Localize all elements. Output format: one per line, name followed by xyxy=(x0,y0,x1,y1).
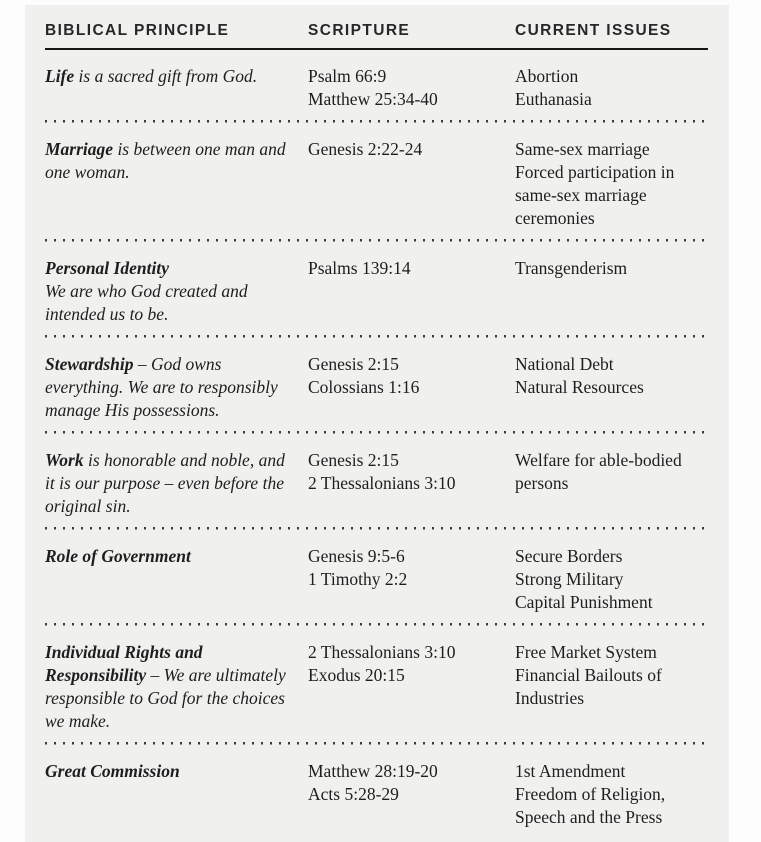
column-header-scripture: SCRIPTURE xyxy=(308,22,411,39)
table-row: Life is a sacred gift from God. Psalm 66:… xyxy=(45,50,708,120)
issue-item: Secure Borders xyxy=(515,546,623,566)
scripture-reference: Exodus 20:15 xyxy=(308,665,405,685)
issues-cell: Abortion Euthanasia xyxy=(515,65,708,111)
row-separator xyxy=(45,431,708,434)
principle-term: Role of Government xyxy=(45,546,191,566)
issue-item: Same-sex marriage xyxy=(515,139,650,159)
principle-term: Stewardship xyxy=(45,354,134,374)
page-background: BIBLICAL PRINCIPLE SCRIPTURE CURRENT ISS… xyxy=(25,5,729,842)
principle-cell: Life is a sacred gift from God. xyxy=(45,66,258,86)
row-separator xyxy=(45,335,708,338)
issue-item: Free Market System xyxy=(515,642,657,662)
scripture-reference: Genesis 2:22-24 xyxy=(308,139,423,159)
table-row: Great Commission Matthew 28:19-20 Acts 5:2… xyxy=(45,745,708,838)
issues-cell: Transgenderism xyxy=(515,257,708,326)
row-separator xyxy=(45,623,708,626)
issue-item: Transgenderism xyxy=(515,258,628,278)
principle-cell: Role of Government xyxy=(45,545,308,614)
table-row: Stewardship – God owns everything. We ar… xyxy=(45,338,708,431)
issues-cell: Free Market System Financial Bailouts of … xyxy=(515,641,708,733)
scripture-reference: Psalm 66:9 xyxy=(308,66,387,86)
column-header-biblical-principle: BIBLICAL PRINCIPLE xyxy=(45,22,230,39)
principle-term: Great Commission xyxy=(45,761,180,781)
issue-item: Freedom of Religion, Speech and the Pres… xyxy=(515,784,666,827)
table-row: Personal Identity We are who God created … xyxy=(45,242,708,335)
principles-table: BIBLICAL PRINCIPLE SCRIPTURE CURRENT ISS… xyxy=(45,5,708,838)
principle-term: Work xyxy=(45,450,84,470)
issues-cell: 1st Amendment Freedom of Religion, Speech… xyxy=(515,760,708,829)
principle-term: Life xyxy=(45,66,75,86)
scripture-cell: Genesis 2:15 Colossians 1:16 xyxy=(308,353,515,422)
scripture-reference: Matthew 28:19-20 xyxy=(308,761,438,781)
issues-cell: Secure Borders Strong Military Capital Pun… xyxy=(515,545,708,614)
issue-item: 1st Amendment xyxy=(515,761,626,781)
issues-cell: National Debt Natural Resources xyxy=(515,353,708,422)
issue-item: Euthanasia xyxy=(515,89,592,109)
scripture-reference: 2 Thessalonians 3:10 xyxy=(308,642,456,662)
scripture-cell: Genesis 2:15 2 Thessalonians 3:10 xyxy=(308,449,515,518)
table-row: Marriage is between one man and one woma… xyxy=(45,123,708,239)
principle-cell: Personal Identity We are who God created … xyxy=(45,258,248,324)
row-separator xyxy=(45,239,708,242)
table-row: Role of Government Genesis 9:5-6 1 Timothy… xyxy=(45,530,708,623)
principle-cell: Work is honorable and noble, and it is o… xyxy=(45,450,285,516)
column-header-current-issues: CURRENT ISSUES xyxy=(515,22,672,39)
issue-item: Financial Bailouts of Industries xyxy=(515,665,662,708)
issue-item: National Debt xyxy=(515,354,614,374)
issues-cell: Same-sex marriage Forced participation in… xyxy=(515,138,708,230)
scripture-cell: Psalms 139:14 xyxy=(308,257,515,326)
issue-item: Capital Punishment xyxy=(515,592,653,612)
scripture-reference: Genesis 2:15 xyxy=(308,354,399,374)
table-row: Individual Rights and Responsibility – W… xyxy=(45,626,708,742)
principle-cell: Individual Rights and Responsibility – W… xyxy=(45,642,286,731)
table-row: Work is honorable and noble, and it is o… xyxy=(45,434,708,527)
scripture-reference: 2 Thessalonians 3:10 xyxy=(308,473,456,493)
principle-term: Personal Identity xyxy=(45,258,169,278)
scripture-reference: Genesis 2:15 xyxy=(308,450,399,470)
row-separator xyxy=(45,527,708,530)
scripture-cell: Matthew 28:19-20 Acts 5:28-29 xyxy=(308,760,515,829)
scripture-reference: 1 Timothy 2:2 xyxy=(308,569,408,589)
principle-term: Marriage xyxy=(45,139,114,159)
scripture-reference: Psalms 139:14 xyxy=(308,258,411,278)
issue-item: Abortion xyxy=(515,66,579,86)
issue-item: Welfare for able-bodied persons xyxy=(515,450,682,493)
scripture-reference: Acts 5:28-29 xyxy=(308,784,399,804)
principle-term: Individual Rights and Responsibility xyxy=(45,642,203,685)
table-header-row: BIBLICAL PRINCIPLE SCRIPTURE CURRENT ISS… xyxy=(45,5,708,50)
principle-cell: Stewardship – God owns everything. We ar… xyxy=(45,354,278,420)
scripture-cell: Genesis 9:5-6 1 Timothy 2:2 xyxy=(308,545,515,614)
issues-cell: Welfare for able-bodied persons xyxy=(515,449,708,518)
row-separator xyxy=(45,120,708,123)
row-separator xyxy=(45,742,708,745)
scripture-reference: Genesis 9:5-6 xyxy=(308,546,405,566)
scripture-cell: Genesis 2:22-24 xyxy=(308,138,515,230)
issue-item: Strong Military xyxy=(515,569,624,589)
table-body: Life is a sacred gift from God. Psalm 66:… xyxy=(45,50,708,838)
issue-item: Natural Resources xyxy=(515,377,644,397)
principle-cell: Great Commission xyxy=(45,760,308,829)
issue-item: Forced participation in same-sex marriag… xyxy=(515,162,675,228)
scripture-reference: Matthew 25:34-40 xyxy=(308,89,438,109)
scripture-cell: Psalm 66:9 Matthew 25:34-40 xyxy=(308,65,515,111)
scripture-cell: 2 Thessalonians 3:10 Exodus 20:15 xyxy=(308,641,515,733)
principle-cell: Marriage is between one man and one woma… xyxy=(45,139,286,182)
scripture-reference: Colossians 1:16 xyxy=(308,377,420,397)
